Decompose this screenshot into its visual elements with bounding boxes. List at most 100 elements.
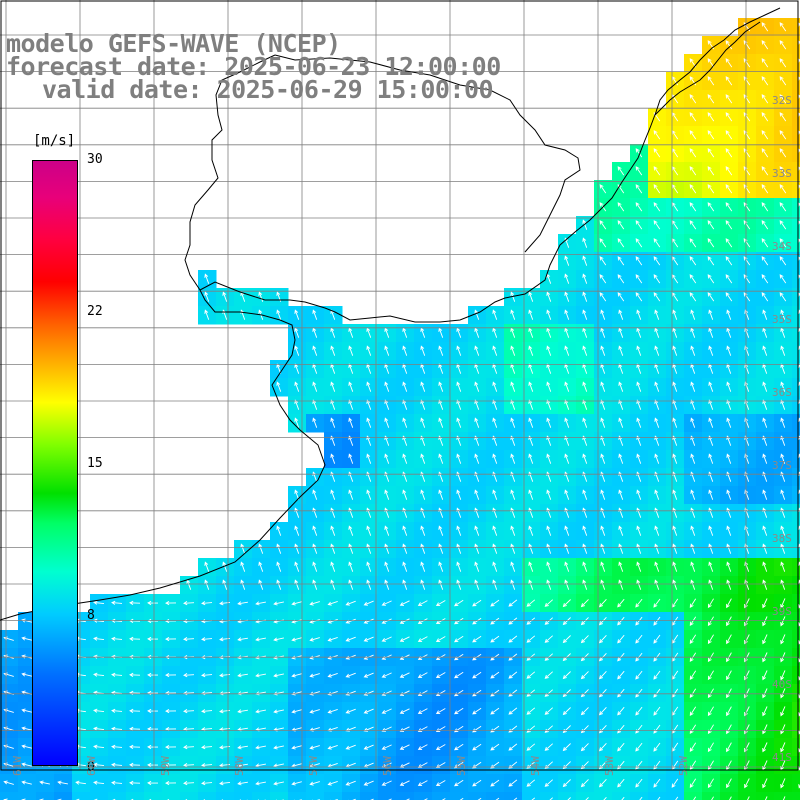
wind-speed-field	[0, 18, 800, 800]
wind-arrow	[617, 256, 625, 266]
wind-cell	[792, 522, 800, 541]
wind-arrow	[111, 780, 123, 785]
lat-label: 37S	[772, 459, 792, 472]
wind-arrow	[707, 148, 715, 158]
coastline	[0, 7, 781, 621]
wind-arrow	[600, 453, 606, 464]
wind-arrow	[345, 708, 356, 714]
wind-arrow	[363, 708, 374, 714]
wind-arrow	[780, 634, 786, 645]
wind-arrow	[165, 601, 177, 606]
wind-arrow	[617, 688, 625, 698]
wind-cell	[792, 72, 800, 91]
wind-cell	[108, 792, 127, 800]
wind-arrow	[762, 634, 768, 645]
wind-arrow	[147, 672, 159, 678]
wind-arrow	[618, 399, 624, 410]
wind-arrow	[312, 417, 318, 428]
wind-arrow	[417, 618, 428, 624]
wind-arrow	[707, 238, 715, 248]
wind-arrow	[435, 744, 446, 750]
wind-cell	[234, 792, 253, 800]
wind-arrow	[654, 525, 660, 536]
wind-arrow	[582, 489, 588, 500]
wind-arrow	[672, 399, 678, 410]
wind-arrow	[276, 525, 282, 536]
wind-arrow	[635, 202, 643, 212]
wind-arrow	[456, 399, 462, 410]
wind-arrow	[129, 672, 141, 677]
wind-arrow	[672, 309, 678, 320]
wind-arrow	[201, 673, 213, 678]
wind-arrow	[707, 274, 715, 284]
wind-arrow	[93, 744, 105, 749]
wind-arrow	[562, 707, 571, 716]
wind-arrow	[582, 273, 588, 284]
wind-arrow	[708, 543, 714, 554]
wind-arrow	[711, 796, 714, 800]
wind-arrow	[654, 543, 660, 554]
wind-arrow	[454, 635, 464, 643]
wind-cell	[792, 270, 800, 289]
wind-arrow	[435, 636, 446, 642]
wind-arrow	[255, 673, 266, 678]
wind-arrow	[508, 707, 518, 715]
wind-cell	[270, 792, 289, 800]
wind-arrow	[744, 724, 750, 735]
wind-arrow	[654, 327, 660, 338]
wind-arrow	[726, 634, 732, 645]
wind-arrow	[599, 292, 607, 302]
wind-arrow	[381, 600, 392, 606]
wind-arrow	[381, 744, 392, 750]
wind-cell	[792, 738, 800, 757]
wind-arrow	[363, 672, 374, 678]
wind-arrow	[635, 706, 643, 716]
wind-arrow	[636, 453, 642, 464]
wind-cell	[792, 576, 800, 595]
wind-arrow	[348, 327, 354, 338]
wind-arrow	[689, 598, 697, 608]
wind-arrow	[366, 417, 372, 428]
wind-arrow	[708, 561, 714, 572]
wind-arrow	[508, 635, 518, 643]
wind-arrow	[580, 599, 589, 608]
wind-arrow	[617, 634, 625, 644]
wind-arrow	[725, 112, 733, 122]
wind-cell	[558, 792, 577, 800]
coastline-south	[0, 54, 326, 621]
wind-arrow	[384, 327, 390, 338]
wind-arrow	[510, 381, 516, 392]
wind-arrow	[384, 345, 390, 356]
river-estuary-coast	[199, 7, 781, 323]
wind-arrow	[456, 381, 462, 392]
wind-arrow	[546, 579, 552, 590]
wind-arrow	[258, 579, 264, 590]
wind-arrow	[564, 273, 570, 284]
wind-arrow	[456, 561, 462, 572]
wind-arrow	[654, 453, 660, 464]
wind-cell	[792, 702, 800, 721]
lon-label: 58W	[233, 756, 246, 776]
wind-cell	[792, 414, 800, 433]
wind-arrow	[708, 399, 714, 410]
wind-arrow	[21, 744, 32, 749]
wind-arrow	[111, 672, 123, 677]
wind-arrow	[201, 601, 213, 606]
wind-arrow	[201, 709, 213, 714]
wind-arrow	[147, 636, 159, 642]
wind-arrow	[366, 561, 372, 572]
wind-arrow	[546, 453, 552, 464]
wind-arrow	[510, 489, 516, 500]
wind-arrow	[707, 634, 714, 645]
wind-arrow	[689, 166, 697, 176]
wind-arrow	[384, 525, 390, 536]
wind-arrow	[474, 525, 480, 536]
wind-arrow	[165, 709, 177, 714]
wind-arrow	[636, 561, 642, 572]
wind-cell	[72, 792, 91, 800]
wind-arrow	[564, 291, 570, 302]
wind-arrow	[528, 399, 534, 410]
wind-arrow	[291, 673, 302, 678]
wind-arrow	[707, 112, 715, 122]
wind-cell	[648, 792, 667, 800]
